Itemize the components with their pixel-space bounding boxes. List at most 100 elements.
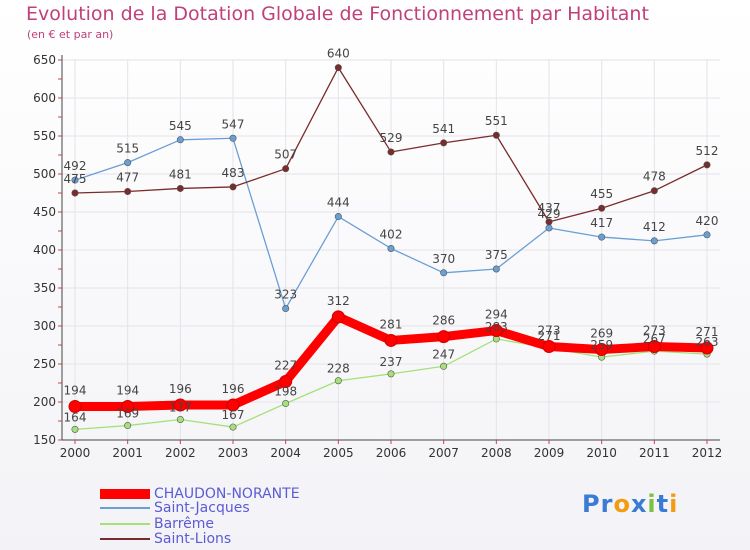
legend-item: Saint-Jacques xyxy=(100,500,250,516)
data-point xyxy=(703,161,711,169)
logo-letter: r xyxy=(600,490,614,518)
data-point xyxy=(279,374,293,388)
data-point xyxy=(489,324,503,338)
legend-item: CHAUDON-NORANTE xyxy=(100,486,300,502)
logo-letter: x xyxy=(630,490,648,518)
data-label: 169 xyxy=(116,407,139,421)
data-point xyxy=(176,184,184,192)
y-tick-label: 350 xyxy=(33,281,56,295)
data-point xyxy=(542,340,556,354)
data-label: 402 xyxy=(380,227,403,241)
data-label: 281 xyxy=(380,317,403,331)
x-tick-label: 2002 xyxy=(165,446,196,460)
data-label: 263 xyxy=(696,335,719,349)
data-point xyxy=(440,362,448,370)
legend-item: Barrême xyxy=(100,516,214,532)
data-point xyxy=(334,377,342,385)
data-point xyxy=(647,340,661,354)
legend-label: Saint-Jacques xyxy=(154,500,250,516)
data-label: 286 xyxy=(432,314,455,328)
data-point xyxy=(440,269,448,277)
data-label: 412 xyxy=(643,220,666,234)
data-label: 478 xyxy=(643,170,666,184)
data-point xyxy=(437,330,451,344)
data-point xyxy=(121,400,135,414)
data-label: 545 xyxy=(169,119,192,133)
data-label: 455 xyxy=(590,187,613,201)
data-label: 547 xyxy=(222,117,245,131)
data-point xyxy=(282,165,290,173)
data-label: 640 xyxy=(327,47,350,61)
data-label: 420 xyxy=(696,214,719,228)
data-label: 492 xyxy=(64,159,87,173)
data-point xyxy=(229,134,237,142)
data-point xyxy=(387,148,395,156)
y-tick-label: 650 xyxy=(33,53,56,67)
y-tick-label: 300 xyxy=(33,319,56,333)
data-point xyxy=(598,233,606,241)
data-point xyxy=(545,224,553,232)
x-tick-label: 2007 xyxy=(428,446,459,460)
data-point xyxy=(492,265,500,273)
data-point xyxy=(176,415,184,423)
data-label: 515 xyxy=(116,142,139,156)
chart-title: Evolution de la Dotation Globale de Fonc… xyxy=(26,3,649,25)
data-label: 194 xyxy=(64,384,87,398)
x-tick-label: 2003 xyxy=(218,446,249,460)
y-tick-label: 500 xyxy=(33,167,56,181)
data-label: 198 xyxy=(274,385,297,399)
data-point xyxy=(650,187,658,195)
logo-letter: t xyxy=(656,490,670,518)
data-label: 271 xyxy=(538,329,561,343)
data-point xyxy=(384,333,398,347)
data-point xyxy=(124,187,132,195)
x-tick-label: 2008 xyxy=(481,446,512,460)
data-point xyxy=(595,343,609,357)
data-point xyxy=(598,204,606,212)
data-label: 177 xyxy=(169,400,192,414)
data-label: 194 xyxy=(116,384,139,398)
x-tick-label: 2000 xyxy=(60,446,91,460)
x-tick-label: 2006 xyxy=(376,446,407,460)
legend-label: Saint-Lions xyxy=(154,531,232,547)
logo-letter: o xyxy=(613,490,631,518)
data-label: 294 xyxy=(485,308,508,322)
data-point xyxy=(229,423,237,431)
data-point xyxy=(71,189,79,197)
data-point xyxy=(173,398,187,412)
legend-swatch xyxy=(100,538,150,540)
data-point xyxy=(650,237,658,245)
data-point xyxy=(331,310,345,324)
data-label: 512 xyxy=(696,144,719,158)
data-label: 375 xyxy=(485,248,508,262)
data-label: 541 xyxy=(432,122,455,136)
data-label: 228 xyxy=(327,362,350,376)
data-point xyxy=(282,305,290,313)
data-point xyxy=(334,213,342,221)
data-point xyxy=(71,425,79,433)
y-tick-label: 550 xyxy=(33,129,56,143)
data-label: 529 xyxy=(380,131,403,145)
x-tick-label: 2009 xyxy=(534,446,565,460)
legend-label: Barrême xyxy=(154,516,215,532)
data-label: 323 xyxy=(274,288,297,302)
data-label: 483 xyxy=(222,166,245,180)
x-tick-label: 2005 xyxy=(323,446,354,460)
y-tick-label: 150 xyxy=(33,433,56,447)
data-label: 237 xyxy=(380,355,403,369)
data-label: 507 xyxy=(274,148,297,162)
data-point xyxy=(226,398,240,412)
data-point xyxy=(282,400,290,408)
x-tick-label: 2012 xyxy=(692,446,723,460)
data-label: 417 xyxy=(590,216,613,230)
logo-letter: i xyxy=(647,490,657,518)
data-point xyxy=(492,131,500,139)
data-label: 196 xyxy=(222,382,245,396)
data-label: 267 xyxy=(643,332,666,346)
data-point xyxy=(700,341,714,355)
data-label: 167 xyxy=(222,408,245,422)
legend-item: Saint-Lions xyxy=(100,531,231,547)
legend-swatch xyxy=(100,523,150,525)
